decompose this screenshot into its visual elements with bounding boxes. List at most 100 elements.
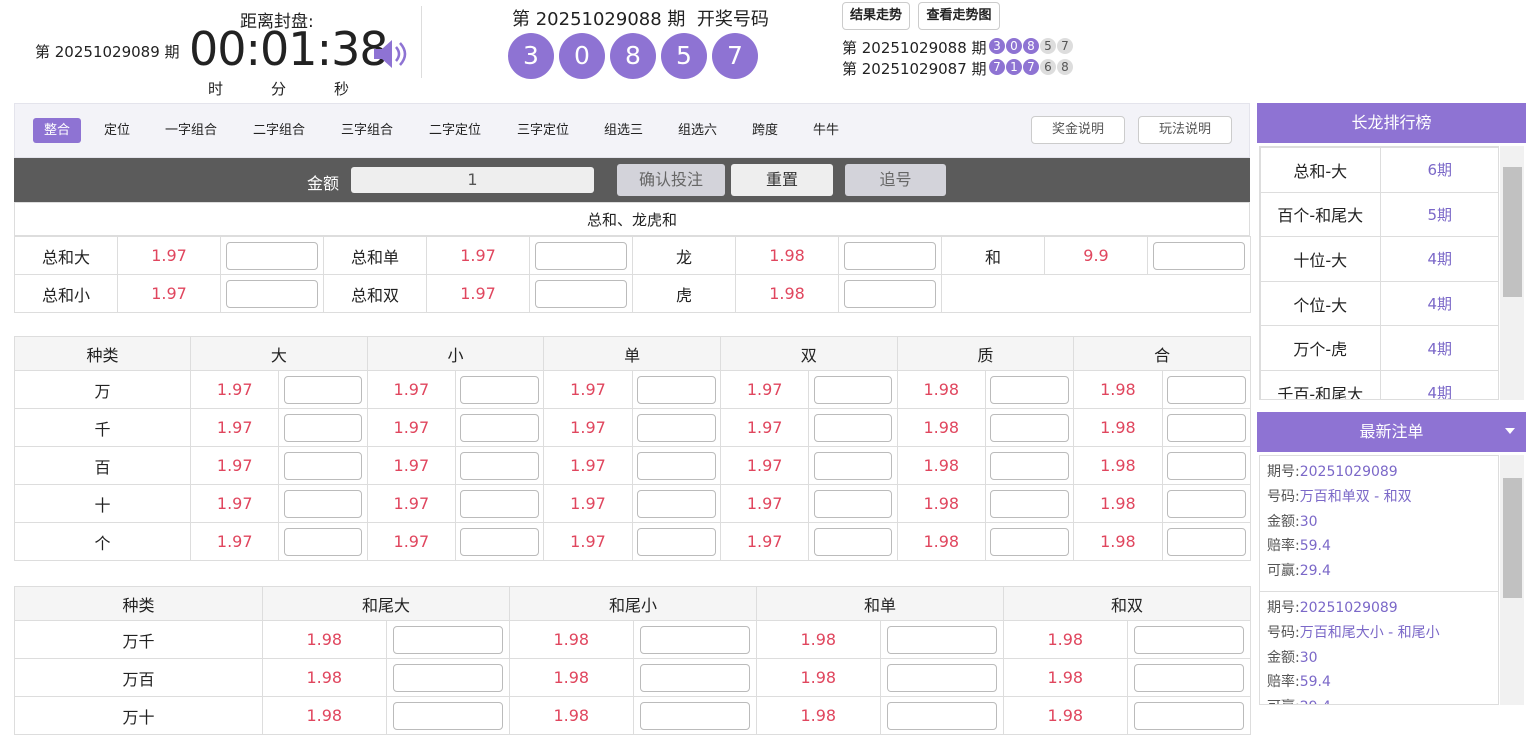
input-cell	[454, 370, 545, 409]
time-unit: 时	[208, 80, 224, 98]
draw-ball: 3	[508, 33, 554, 79]
bet-input[interactable]	[460, 413, 539, 442]
bet-button[interactable]: 重置	[731, 164, 833, 196]
bet-input[interactable]	[813, 375, 893, 404]
bet-input[interactable]	[1166, 375, 1246, 404]
bet-input[interactable]	[813, 413, 893, 442]
bet-input[interactable]	[283, 527, 363, 556]
bet-input[interactable]	[535, 241, 627, 270]
tab[interactable]: 二字定位	[429, 123, 482, 138]
bet-input[interactable]	[283, 451, 363, 480]
tab-button[interactable]: 玩法说明	[1138, 116, 1232, 144]
bet-input[interactable]	[990, 413, 1069, 442]
column-header: 单	[543, 336, 721, 371]
odds: 1.97	[719, 446, 810, 485]
tab[interactable]: 牛牛	[813, 123, 840, 138]
bet-value: 59.4	[1299, 538, 1331, 555]
bet-input[interactable]	[844, 241, 936, 270]
bet-input[interactable]	[1166, 489, 1246, 518]
bet-line: 赔率:59.4	[1267, 670, 1491, 695]
bet-input[interactable]	[460, 489, 539, 518]
odds: 1.98	[896, 408, 986, 447]
tab[interactable]: 组选三	[604, 123, 644, 138]
countdown: 00:01:38	[189, 22, 389, 76]
bet-input[interactable]	[1166, 527, 1246, 556]
bet-input[interactable]	[392, 701, 503, 730]
bet-input[interactable]	[1133, 625, 1244, 654]
bet-input[interactable]	[639, 625, 750, 654]
bet-input[interactable]	[637, 413, 716, 442]
bet-input[interactable]	[1166, 451, 1246, 480]
tab[interactable]: 整合	[33, 118, 82, 143]
bet-input[interactable]	[1133, 663, 1244, 692]
input-cell	[808, 484, 898, 523]
input-cell	[808, 408, 898, 447]
bet-input[interactable]	[990, 451, 1069, 480]
odds: 1.97	[719, 370, 810, 409]
tab[interactable]: 三字组合	[341, 123, 394, 138]
bet-value: 30	[1299, 649, 1318, 666]
tab[interactable]: 二字组合	[253, 123, 306, 138]
bet-input[interactable]	[392, 625, 503, 654]
bet-input[interactable]	[990, 489, 1069, 518]
bet-input[interactable]	[460, 375, 539, 404]
bet-input[interactable]	[637, 527, 716, 556]
header-button[interactable]: 查看走势图	[918, 2, 1000, 30]
bet-input[interactable]	[813, 489, 893, 518]
tab[interactable]: 组选六	[678, 123, 718, 138]
bet-input[interactable]	[886, 701, 997, 730]
header-button[interactable]: 结果走势	[842, 2, 910, 30]
bet-button[interactable]: 追号	[845, 164, 946, 196]
odds: 9.9	[1044, 236, 1148, 275]
column-header: 和双	[1003, 586, 1252, 621]
bet-line: 号码:万百和尾大小 - 和尾小	[1267, 621, 1491, 646]
bet-input[interactable]	[283, 375, 363, 404]
history-ball: 0	[1006, 38, 1022, 54]
bet-button[interactable]: 确认投注	[617, 164, 725, 196]
bet-input[interactable]	[844, 279, 936, 308]
bet-input[interactable]	[283, 413, 363, 442]
dropdown-arrow[interactable]	[1505, 428, 1515, 439]
bet-input[interactable]	[1166, 413, 1246, 442]
tab[interactable]: 三字定位	[517, 123, 570, 138]
bet-input[interactable]	[535, 279, 627, 308]
input-cell	[631, 484, 721, 523]
sound-icon[interactable]	[372, 38, 410, 70]
tab[interactable]: 一字组合	[165, 123, 218, 138]
bet-input[interactable]	[813, 451, 893, 480]
bet-input[interactable]	[639, 663, 750, 692]
tab[interactable]: 定位	[104, 123, 131, 138]
odds: 1.97	[719, 484, 810, 523]
bet-input[interactable]	[637, 489, 716, 518]
column-header: 双	[719, 336, 898, 371]
bet-input[interactable]	[460, 527, 539, 556]
bet-label: 金额:	[1267, 513, 1300, 530]
bet-input[interactable]	[637, 375, 716, 404]
bet-input[interactable]	[226, 279, 318, 308]
tab-button[interactable]: 奖金说明	[1031, 116, 1125, 144]
tab[interactable]: 跨度	[752, 123, 779, 138]
odds: 1.98	[1073, 370, 1163, 409]
amount-input[interactable]: 1	[351, 167, 594, 193]
bet-input[interactable]	[637, 451, 716, 480]
bet-input[interactable]	[886, 625, 997, 654]
input-cell	[1126, 620, 1252, 659]
bet-input[interactable]	[226, 241, 318, 270]
bet-input[interactable]	[1153, 241, 1245, 270]
bet-input[interactable]	[460, 451, 539, 480]
bet-name: 龙	[632, 236, 736, 275]
last-draw-title: 第 20251029088 期 开奖号码	[512, 9, 769, 30]
odds: 1.97	[117, 236, 221, 275]
input-cell	[984, 408, 1075, 447]
bet-input[interactable]	[392, 663, 503, 692]
bet-input[interactable]	[283, 489, 363, 518]
input-cell	[385, 620, 511, 659]
bet-input[interactable]	[990, 375, 1069, 404]
bet-input[interactable]	[639, 701, 750, 730]
bet-input[interactable]	[886, 663, 997, 692]
bet-input[interactable]	[813, 527, 893, 556]
odds: 1.98	[1073, 484, 1163, 523]
bet-input[interactable]	[990, 527, 1069, 556]
bet-input[interactable]	[1133, 701, 1244, 730]
odds: 1.98	[1003, 658, 1128, 697]
